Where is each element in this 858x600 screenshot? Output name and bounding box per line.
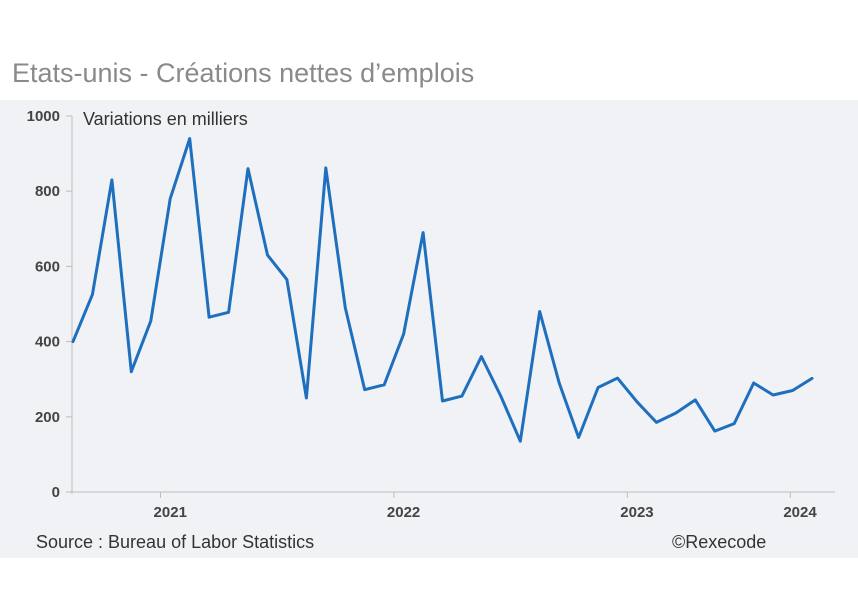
series-line (71, 137, 814, 443)
y-tick-label: 400 (35, 334, 60, 351)
x-tick-label: 2024 (783, 504, 817, 521)
y-tick-label: 600 (35, 258, 60, 275)
x-tick-label: 2023 (620, 504, 653, 521)
y-ticks: 0 200 400 600 800 1000 (27, 108, 72, 501)
x-ticks: 2021 2022 2023 2024 (154, 492, 817, 521)
source-note: Source : Bureau of Labor Statistics (36, 532, 315, 552)
y-tick-label: 200 (35, 409, 60, 426)
series (71, 137, 814, 443)
y-tick-label: 1000 (27, 108, 60, 125)
x-tick-label: 2022 (387, 504, 420, 521)
y-tick-label: 0 (52, 484, 60, 501)
x-tick-label: 2021 (154, 504, 187, 521)
chart-title: Etats-unis - Créations nettes d’emplois (12, 58, 475, 88)
axes (71, 116, 835, 494)
y-axis-label: Variations en milliers (83, 109, 248, 129)
y-tick-label: 800 (35, 183, 60, 200)
chart-panel (0, 100, 858, 558)
copyright-note: ©Rexecode (672, 532, 767, 552)
